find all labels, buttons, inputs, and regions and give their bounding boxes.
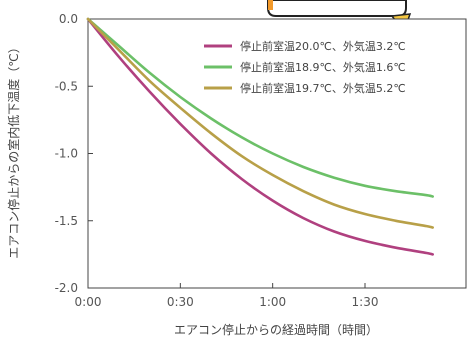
y-tick-label: -2.0 bbox=[55, 281, 78, 295]
legend-label: 停止前室温18.9℃、外気温1.6℃ bbox=[240, 60, 406, 74]
series-line-3 bbox=[86, 17, 434, 229]
legend-label: 停止前室温20.0℃、外気温3.2℃ bbox=[240, 39, 406, 53]
x-axis: 0:00 0:30 1:00 1:30 bbox=[75, 283, 379, 309]
y-axis-title: エアコン停止からの室内低下温度（℃） bbox=[6, 41, 21, 258]
series-line-1 bbox=[86, 17, 434, 256]
series-line-2 bbox=[86, 17, 434, 198]
series-lines bbox=[86, 17, 434, 256]
x-tick-label: 0:00 bbox=[75, 295, 102, 309]
plot-area bbox=[87, 18, 467, 289]
y-axis: 0.0 -0.5 -1.0 -1.5 -2.0 bbox=[55, 12, 93, 295]
x-tick-label: 1:00 bbox=[259, 295, 286, 309]
y-tick-label: -1.0 bbox=[55, 147, 78, 161]
y-tick-label: -1.5 bbox=[55, 214, 78, 228]
x-tick-label: 1:30 bbox=[352, 295, 379, 309]
legend: 停止前室温20.0℃、外気温3.2℃ 停止前室温18.9℃、外気温1.6℃ 停止前室… bbox=[204, 39, 406, 95]
x-tick-label: 0:30 bbox=[167, 295, 194, 309]
x-axis-title: エアコン停止からの経過時間（時間） bbox=[174, 322, 378, 337]
y-tick-label: 0.0 bbox=[59, 12, 78, 26]
legend-label: 停止前室温19.7℃、外気温5.2℃ bbox=[240, 81, 406, 95]
y-tick-label: -0.5 bbox=[55, 79, 78, 93]
callout-accent bbox=[268, 0, 273, 10]
